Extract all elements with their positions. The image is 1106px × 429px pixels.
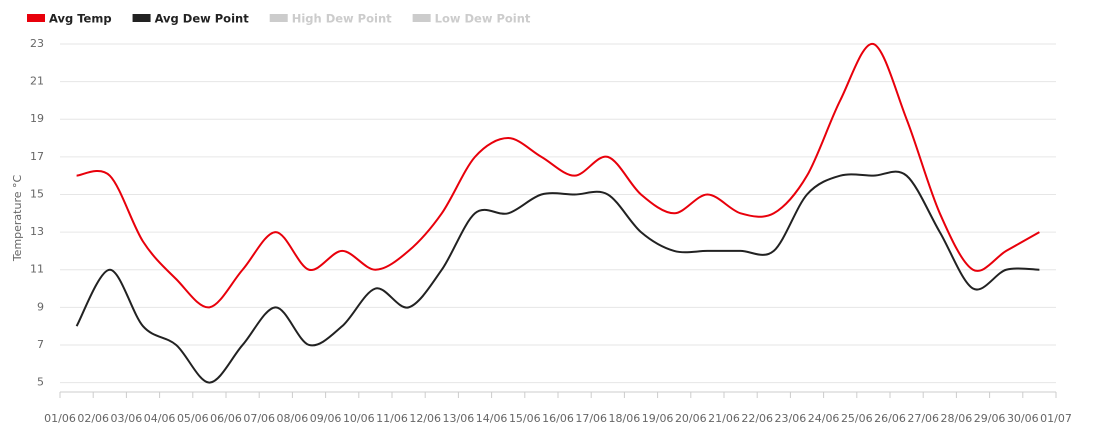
legend-swatch[interactable] — [132, 14, 151, 22]
x-tick-label: 12/06 — [409, 412, 441, 425]
x-tick-label: 28/06 — [941, 412, 973, 425]
legend-label[interactable]: Low Dew Point — [435, 12, 531, 26]
y-tick-label: 23 — [30, 37, 44, 50]
y-tick-label: 5 — [37, 376, 44, 389]
x-tick-label: 10/06 — [343, 412, 375, 425]
y-tick-label: 11 — [30, 263, 44, 276]
x-tick-label: 15/06 — [509, 412, 541, 425]
series-line — [75, 170, 1040, 384]
x-tick-label: 03/06 — [111, 412, 143, 425]
x-tick-label: 09/06 — [310, 412, 342, 425]
legend-swatch[interactable] — [27, 14, 45, 22]
y-tick-label: 15 — [30, 187, 44, 200]
x-tick-label: 16/06 — [542, 412, 574, 425]
legend-label[interactable]: High Dew Point — [292, 12, 392, 26]
y-axis-label: Temperature °C — [11, 175, 24, 263]
x-tick-label: 25/06 — [841, 412, 873, 425]
x-tick-label: 11/06 — [376, 412, 408, 425]
legend-label[interactable]: Avg Temp — [49, 12, 112, 26]
x-tick-label: 22/06 — [741, 412, 773, 425]
x-tick-label: 04/06 — [144, 412, 176, 425]
x-tick-label: 14/06 — [476, 412, 508, 425]
x-tick-label: 19/06 — [642, 412, 674, 425]
x-tick-label: 17/06 — [575, 412, 607, 425]
x-tick-label: 29/06 — [974, 412, 1006, 425]
x-tick-label: 07/06 — [243, 412, 275, 425]
legend-swatch[interactable] — [269, 14, 288, 22]
x-tick-label: 20/06 — [675, 412, 707, 425]
series-line — [76, 42, 1040, 309]
x-tick-label: 24/06 — [808, 412, 840, 425]
x-tick-label: 01/07 — [1040, 412, 1072, 425]
x-tick-label: 18/06 — [609, 412, 641, 425]
x-tick-label: 13/06 — [443, 412, 475, 425]
x-tick-label: 30/06 — [1007, 412, 1039, 425]
x-tick-label: 02/06 — [77, 412, 109, 425]
y-tick-label: 21 — [30, 75, 44, 88]
y-tick-label: 19 — [30, 112, 44, 125]
legend-label[interactable]: Avg Dew Point — [155, 12, 250, 26]
y-tick-label: 17 — [30, 150, 44, 163]
x-tick-label: 26/06 — [874, 412, 906, 425]
x-tick-label: 21/06 — [708, 412, 740, 425]
x-tick-label: 23/06 — [775, 412, 807, 425]
x-tick-label: 05/06 — [177, 412, 209, 425]
x-tick-label: 08/06 — [277, 412, 309, 425]
x-tick-label: 06/06 — [210, 412, 242, 425]
x-tick-label: 01/06 — [44, 412, 76, 425]
legend-swatch[interactable] — [412, 14, 431, 22]
y-tick-label: 7 — [37, 338, 44, 351]
x-tick-label: 27/06 — [907, 412, 939, 425]
y-tick-label: 9 — [37, 300, 44, 313]
y-tick-label: 13 — [30, 225, 44, 238]
